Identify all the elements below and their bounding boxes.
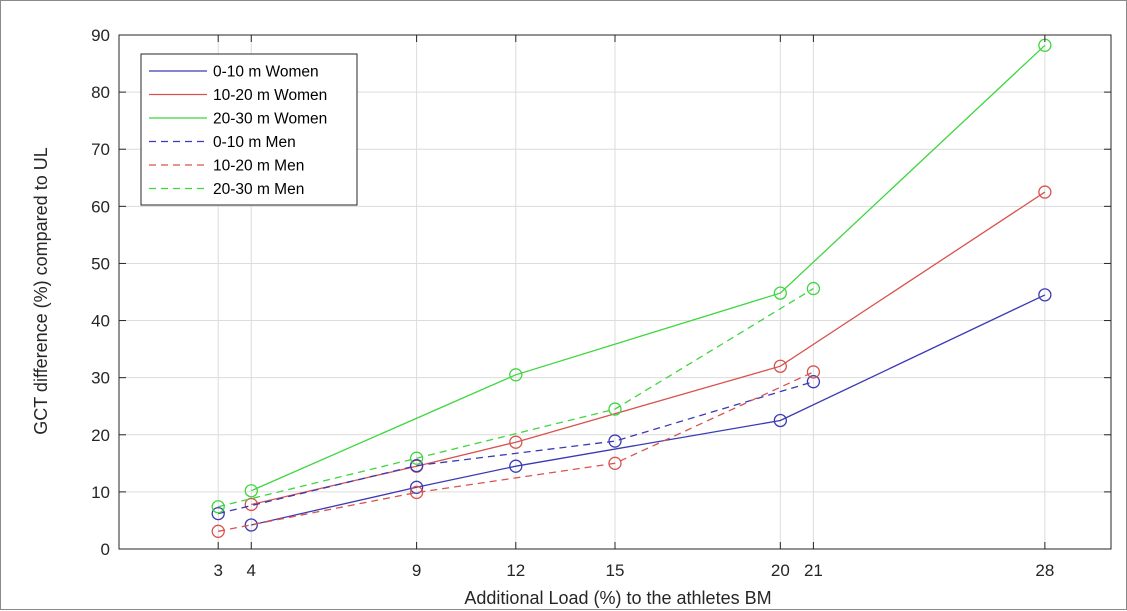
data-point <box>211 500 225 514</box>
data-point <box>509 459 523 473</box>
data-point <box>608 434 622 448</box>
data-point <box>409 480 424 494</box>
data-point <box>509 435 523 449</box>
series-group <box>211 365 821 538</box>
y-tick-label: 20 <box>91 426 110 445</box>
series-group <box>211 375 821 521</box>
series-group <box>244 38 1052 498</box>
data-point <box>608 456 622 470</box>
legend-box <box>140 53 358 206</box>
data-point <box>773 413 787 428</box>
data-point <box>773 359 787 373</box>
y-tick-label: 70 <box>91 140 110 159</box>
y-tick-label: 80 <box>91 83 110 102</box>
series-lines <box>211 38 1052 538</box>
y-tick-label: 40 <box>91 312 110 331</box>
x-tick-label: 9 <box>412 561 421 580</box>
legend-label: 10-20 m Men <box>213 158 304 175</box>
y-tick-label: 60 <box>91 197 110 216</box>
x-tick-label: 20 <box>771 561 790 580</box>
data-point <box>773 286 787 300</box>
data-point <box>1038 185 1052 199</box>
data-point <box>608 402 622 416</box>
y-tick-label: 10 <box>91 483 110 502</box>
x-tick-label: 21 <box>804 561 823 580</box>
data-point <box>244 518 258 532</box>
data-point <box>409 485 424 500</box>
series-line <box>251 44 1046 492</box>
x-tick-label: 28 <box>1035 561 1054 580</box>
legend: 0-10 m Women 10-20 m Women 20-30 m Women 0-… <box>140 53 358 206</box>
data-point <box>806 375 821 389</box>
x-tick-label: 12 <box>506 561 525 580</box>
legend-label: 0-10 m Women <box>213 64 319 81</box>
data-point <box>409 458 424 473</box>
y-tick-label: 50 <box>91 254 110 273</box>
data-point <box>244 484 258 498</box>
x-tick-label: 3 <box>213 561 222 580</box>
x-tick-label: 15 <box>606 561 625 580</box>
series-group <box>244 288 1052 532</box>
x-tick-label: 4 <box>247 561 256 580</box>
data-point <box>806 281 821 296</box>
data-point <box>409 451 424 465</box>
series-line <box>218 371 814 532</box>
y-tick-label: 30 <box>91 369 110 388</box>
legend-label: 20-30 m Men <box>213 181 304 198</box>
data-point <box>806 365 821 379</box>
series-line <box>218 381 814 515</box>
series-line <box>251 294 1046 526</box>
y-tick-label: 90 <box>91 26 110 45</box>
data-point <box>1038 288 1052 302</box>
x-axis-title: Additional Load (%) to the athletes BM <box>464 588 771 608</box>
data-point <box>211 506 225 521</box>
axes: 3 4 9 12 15 20 21 28 0 10 20 30 40 50 60 70 80 90 <box>91 26 1112 580</box>
y-axis-title: GCT difference (%) compared to UL <box>31 147 51 434</box>
series-group <box>211 281 821 514</box>
legend-label: 10-20 m Women <box>213 87 327 104</box>
legend-label: 0-10 m Men <box>213 134 296 151</box>
data-point <box>509 368 523 382</box>
series-line <box>218 288 814 508</box>
y-tick-label: 0 <box>101 540 110 559</box>
data-point <box>211 524 225 538</box>
legend-label: 20-30 m Women <box>213 111 327 128</box>
